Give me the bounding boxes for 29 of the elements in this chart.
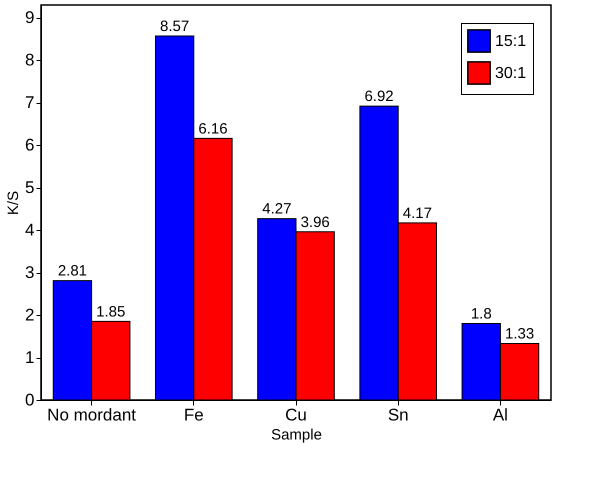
x-tick-label: Sn <box>388 406 409 424</box>
data-label: 1.85 <box>96 303 126 320</box>
data-label: 1.33 <box>504 326 534 343</box>
y-tick-label: 8 <box>25 50 34 70</box>
data-label: 1.8 <box>470 306 492 323</box>
data-label: 6.92 <box>364 88 394 106</box>
y-tick-label: 6 <box>25 136 34 155</box>
x-tick-label: Cu <box>285 406 307 424</box>
legend-label: 30:1 <box>495 65 526 82</box>
x-tick-label: No mordant <box>47 406 136 424</box>
y-tick-label: 4 <box>25 220 34 240</box>
y-tick-label: 7 <box>25 93 34 112</box>
data-label: 8.57 <box>160 18 190 36</box>
y-tick-label: 3 <box>25 263 34 282</box>
x-tick-label: Al <box>492 406 508 424</box>
data-label: 2.81 <box>58 262 88 280</box>
y-tick-label: 2 <box>25 306 34 325</box>
y-tick-label: 5 <box>25 178 34 198</box>
x-axis-title: Sample <box>271 426 322 444</box>
data-label: 4.27 <box>262 200 292 218</box>
legend-label: 15:1 <box>495 33 526 50</box>
data-label: 3.96 <box>300 214 330 231</box>
x-tick-label: Fe <box>184 406 204 424</box>
data-label: 4.17 <box>402 204 432 222</box>
y-tick-label: 0 <box>25 390 34 410</box>
y-tick-label: 9 <box>25 8 34 28</box>
y-tick-label: 1 <box>25 348 34 368</box>
y-axis-title: K/S <box>5 190 22 216</box>
data-label: 6.16 <box>198 120 228 138</box>
